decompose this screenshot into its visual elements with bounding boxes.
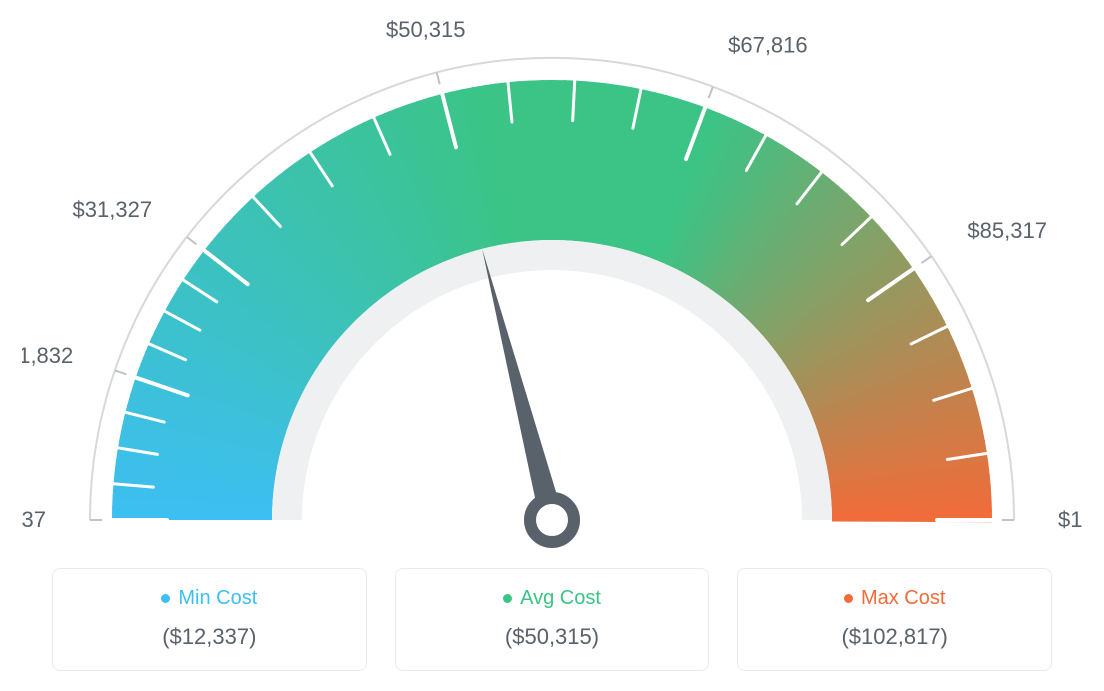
svg-text:$31,327: $31,327 (73, 197, 153, 222)
legend-title-min: Min Cost (65, 587, 354, 610)
svg-text:$67,816: $67,816 (728, 33, 808, 58)
gauge-svg: $12,337 $21,832 $31,327 $50,315 $67,816 $85,3… (22, 20, 1082, 550)
svg-text:$12,337: $12,337 (22, 507, 46, 532)
svg-text:$21,832: $21,832 (22, 343, 73, 368)
legend-title-max: Max Cost (750, 587, 1039, 610)
legend-title-text: Avg Cost (520, 587, 601, 610)
legend-row: Min Cost ($12,337) Avg Cost ($50,315) Ma… (52, 568, 1052, 671)
legend-title-text: Max Cost (861, 587, 945, 610)
legend-value-min: ($12,337) (65, 624, 354, 650)
legend-title-text: Min Cost (178, 587, 257, 610)
svg-text:$85,317: $85,317 (967, 218, 1047, 243)
legend-value-avg: ($50,315) (408, 624, 697, 650)
svg-text:$50,315: $50,315 (386, 20, 466, 42)
dot-icon (161, 594, 170, 603)
legend-card-max: Max Cost ($102,817) (737, 568, 1052, 671)
dot-icon (844, 594, 853, 603)
cost-gauge-chart: $12,337 $21,832 $31,327 $50,315 $67,816 $85,3… (22, 20, 1082, 550)
legend-title-avg: Avg Cost (408, 587, 697, 610)
legend-card-min: Min Cost ($12,337) (52, 568, 367, 671)
legend-card-avg: Avg Cost ($50,315) (395, 568, 710, 671)
dot-icon (503, 594, 512, 603)
svg-text:$102,817: $102,817 (1058, 507, 1082, 532)
legend-value-max: ($102,817) (750, 624, 1039, 650)
